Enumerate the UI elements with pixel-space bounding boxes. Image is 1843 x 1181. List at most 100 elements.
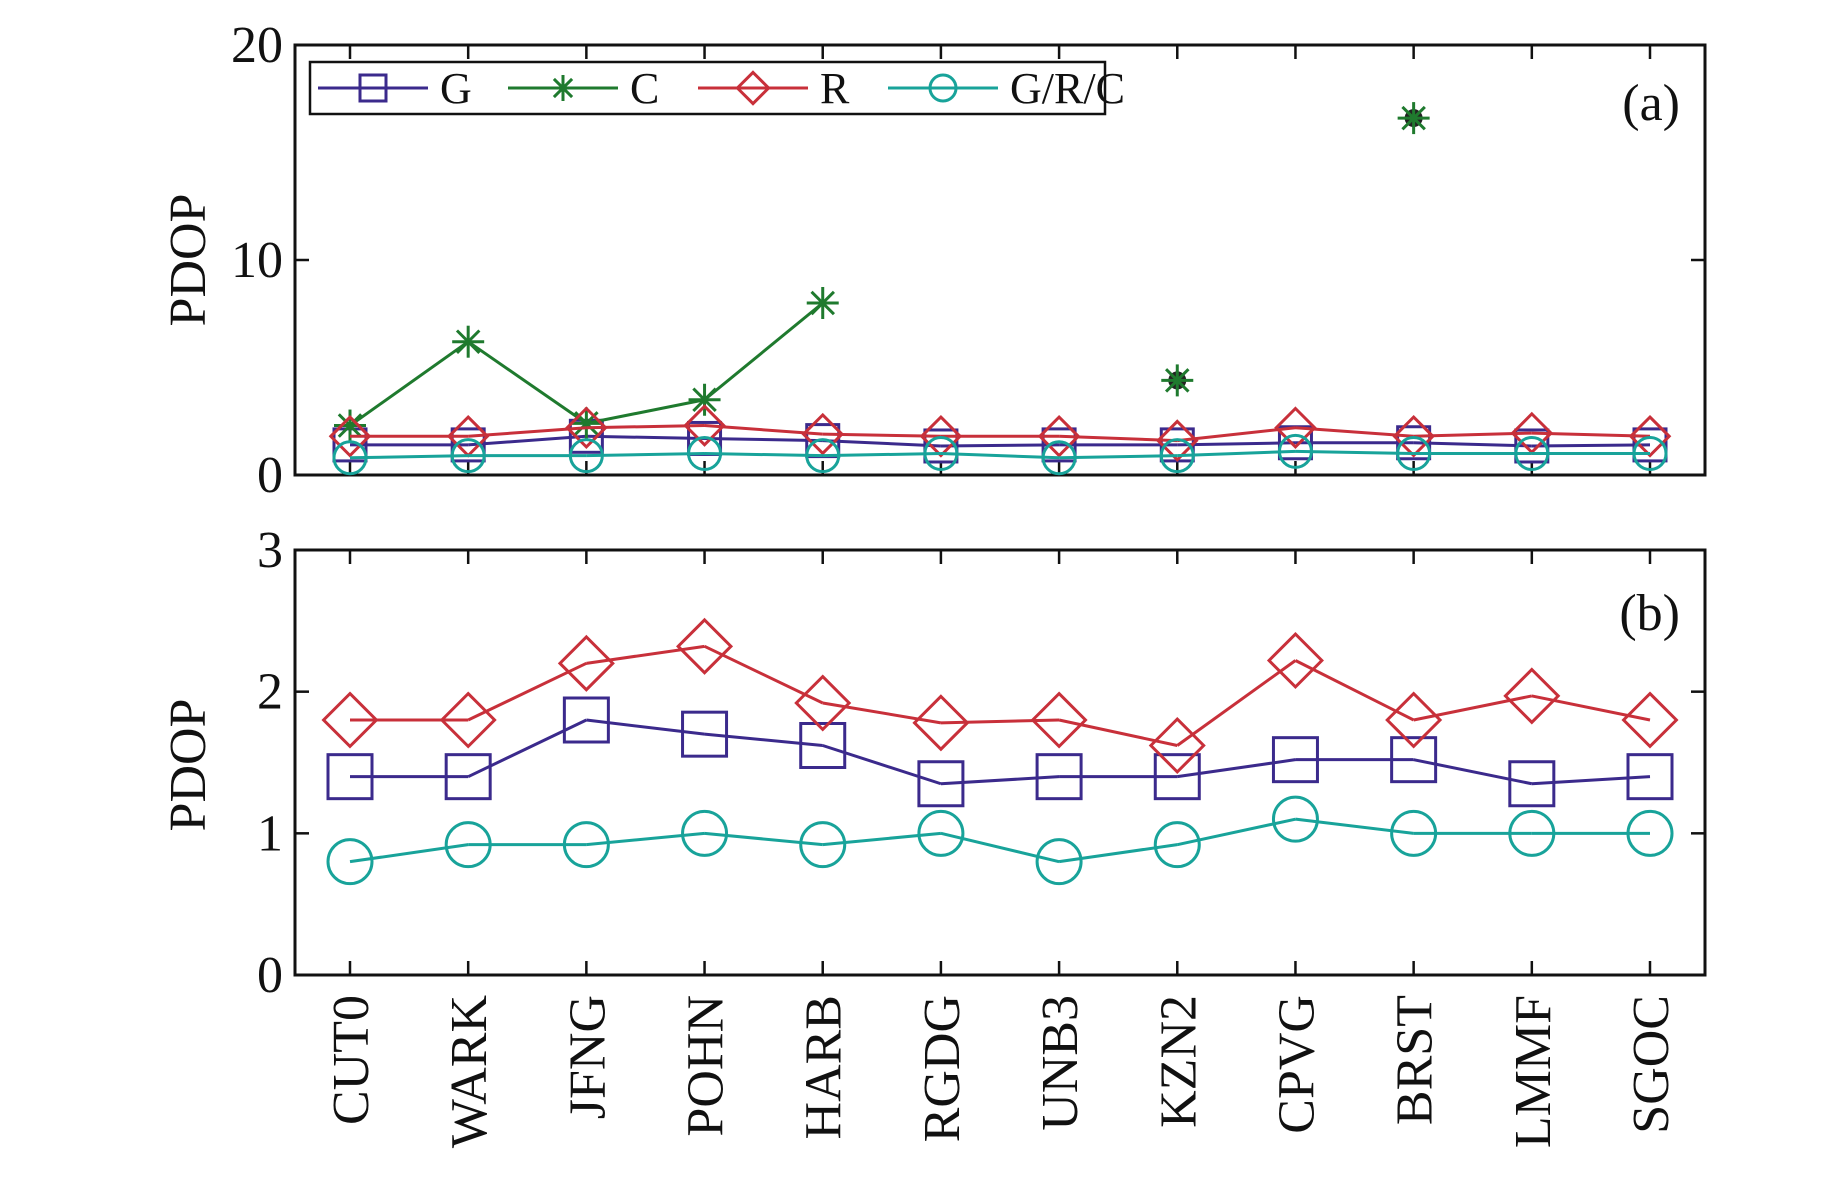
x-category-label: BRST (1387, 995, 1444, 1125)
panel-b-point-gr/c (1153, 821, 1201, 869)
panel-b-point-gr/c (1508, 809, 1556, 857)
panel-b-point-gr/c (326, 838, 374, 886)
legend-item-g: G (318, 64, 472, 113)
panel-b-line-segment (822, 701, 942, 725)
panel-a-point-c (688, 383, 721, 416)
panel-a-point-gr/c (450, 438, 486, 474)
panel-b-tag: (b) (1619, 585, 1680, 642)
panel-b-line-segment (1058, 718, 1178, 747)
panel-b-ylabel: PDOP (160, 699, 217, 832)
panel-a-point-gr/c (923, 436, 959, 471)
panel-b-point-gr/c (1390, 809, 1438, 857)
panel-b-line-segment (1413, 694, 1533, 722)
panel-a-point-gr/c (1159, 438, 1195, 474)
legend-marker (928, 73, 958, 103)
panel-b-point-g (1390, 736, 1438, 784)
panel-a-point-g (805, 423, 841, 459)
panel-a-line-segment (349, 340, 470, 427)
panel-a-ylabel: PDOP (160, 194, 217, 327)
panel-b-point-g (562, 696, 610, 744)
panel-a-line-segment (1531, 443, 1651, 448)
panel-b-line-segment (467, 661, 588, 722)
panel-b-line-segment (1294, 659, 1415, 722)
legend-marker (358, 73, 388, 103)
panel-b-point-r (1266, 631, 1324, 690)
panel-b-yticks: 0 1 2 3 (257, 522, 1705, 1004)
x-category-labels: CUT0 WARK JFNG POHN HARB RGDG UNB3 KZN2 CPVG BRST… (323, 995, 1680, 1149)
panel-a-point-gr/c (1396, 436, 1432, 471)
panel-a-tag: (a) (1622, 75, 1680, 132)
panel-b-line-segment (586, 644, 705, 665)
panel-a-point-c (806, 287, 839, 319)
panel-b-point-gr/c (1271, 795, 1319, 843)
legend-marker (550, 75, 576, 101)
x-category-label: CPVG (1268, 995, 1325, 1134)
x-category-label: UNB3 (1032, 995, 1089, 1131)
panel-b-line-segment (1176, 817, 1296, 847)
panel-b-point-gr/c (917, 809, 965, 857)
panel-b-point-r (439, 691, 497, 749)
panel-a-line-segment (586, 434, 705, 440)
panel-b-series-r (321, 617, 1679, 775)
panel-b-point-gr/c (1035, 838, 1083, 886)
legend-item-gr/c: G/R/C (888, 64, 1125, 113)
panel-a-line-segment (940, 452, 1060, 460)
panel-a-point-r (919, 414, 963, 458)
legend-item-r: R (698, 64, 850, 113)
panel-b-line-segment (822, 831, 942, 847)
panel-b-point-g (1035, 753, 1083, 801)
panel-b-point-r (912, 694, 970, 752)
panel-b-line-segment (704, 732, 823, 747)
x-category-label: LMMF (1505, 995, 1562, 1148)
panel-b-point-gr/c (681, 809, 729, 857)
panel-b-line-segment (1295, 817, 1414, 835)
panel-b-line-segment (704, 831, 823, 847)
panel-b-line-segment (703, 644, 824, 705)
panel-a-point-gr/c (1041, 440, 1077, 476)
panel-a-line-segment (1413, 441, 1532, 448)
panel-a-series-c (334, 102, 1430, 442)
panel-b-series-gr/c (326, 795, 1674, 886)
panel-b-line-segment (586, 831, 705, 847)
panel-b-ytick-label: 3 (257, 522, 283, 579)
panel-a-line-segment (586, 398, 705, 425)
panel-a-point-gr/c (568, 438, 604, 474)
panel-a-point-g (923, 428, 959, 464)
panel-a-series (328, 102, 1672, 476)
panel-a-ytick-label: 10 (231, 232, 283, 289)
x-category-label: WARK (441, 995, 498, 1149)
panel-b-point-r (1385, 691, 1443, 749)
panel-a-point-g (1514, 428, 1550, 464)
panel-b-line-segment (940, 718, 1060, 725)
panel-b-line-segment (1531, 694, 1651, 722)
panel-a-line-segment (1177, 426, 1296, 443)
panel-a-point-gr/c (687, 436, 723, 471)
panel-a-line-segment (1177, 449, 1296, 458)
panel-a-line-segment (349, 454, 469, 460)
panel-b-point-r (1148, 716, 1206, 775)
panel-b-point-g (444, 753, 492, 801)
panel-a: PDOP (a) 0 10 20 G C R G/R/C (160, 17, 1707, 504)
panel-a-point-gr/c (332, 440, 368, 476)
panel-a-point-gr/c (1277, 433, 1313, 469)
panel-a-ytick-label: 20 (231, 17, 283, 74)
panel-b-point-g (799, 722, 847, 769)
panel-a-line-segment (704, 452, 823, 458)
panel-a-line-segment (1177, 441, 1296, 447)
panel-b-ytick-label: 2 (257, 664, 283, 721)
panel-b-line-segment (940, 775, 1060, 786)
panel-b-line-segment (1176, 659, 1297, 747)
panel-b-line-segment (586, 718, 705, 736)
panel-a-point-r (1628, 414, 1672, 458)
x-category-label: SGOC (1623, 995, 1680, 1134)
panel-a-point-c (452, 325, 485, 358)
panel-a-point-gr/c (1514, 436, 1550, 471)
x-category-label: HARB (796, 995, 853, 1139)
panel-b: PDOP (b) 0 1 2 3 (160, 522, 1707, 1004)
panel-b-line-segment (467, 718, 588, 779)
panel-b-point-g (1153, 753, 1201, 801)
panel-a-point-g (450, 427, 486, 463)
panel-a-point-c (1161, 364, 1194, 397)
panel-b-point-r (557, 634, 615, 692)
